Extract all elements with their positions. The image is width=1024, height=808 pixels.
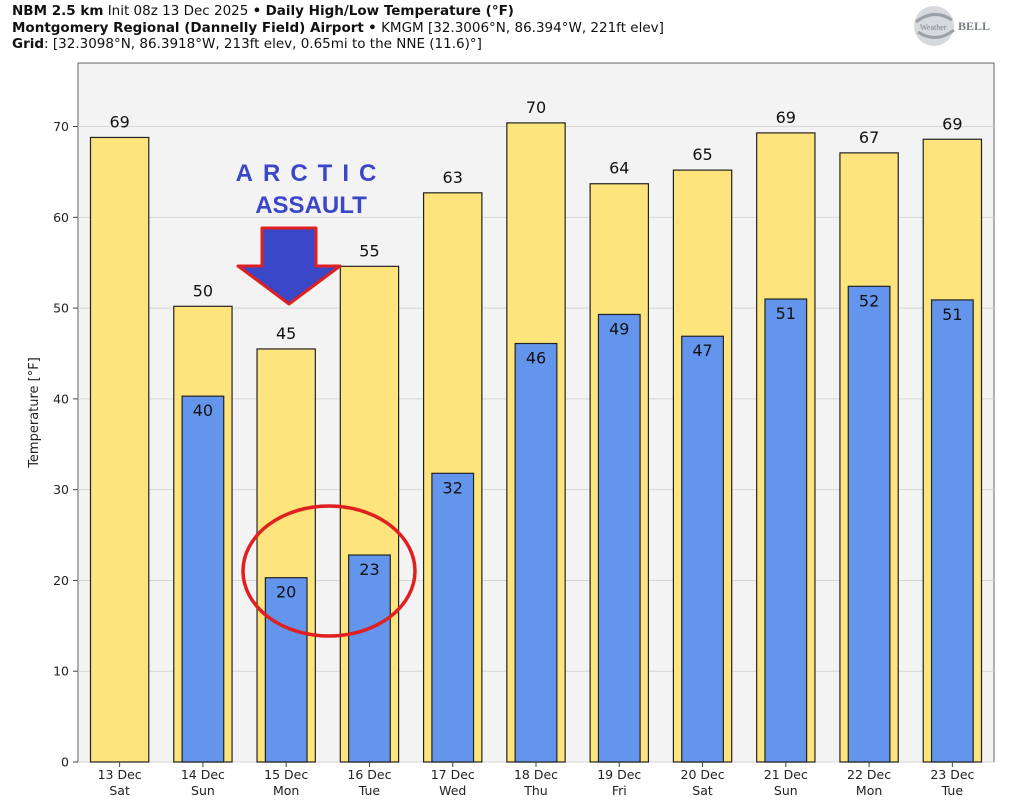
x-tick-label-date: 17 Dec bbox=[431, 767, 475, 782]
low-temp-bar bbox=[514, 342, 558, 763]
x-tick-label-day: Mon bbox=[273, 783, 299, 798]
x-tick-label-date: 22 Dec bbox=[847, 767, 891, 782]
grid-detail: : [32.3098°N, 86.3918°W, 213ft elev, 0.6… bbox=[44, 36, 482, 52]
y-tick-label: 10 bbox=[53, 664, 69, 679]
y-tick-label: 70 bbox=[53, 119, 69, 134]
high-temp-label: 55 bbox=[359, 241, 379, 260]
chart-header: NBM 2.5 km Init 08z 13 Dec 2025 • Daily … bbox=[12, 3, 664, 53]
header-line-1: NBM 2.5 km Init 08z 13 Dec 2025 • Daily … bbox=[12, 3, 664, 20]
low-temp-bar bbox=[597, 313, 641, 763]
high-temp-label: 63 bbox=[443, 168, 463, 187]
low-temp-label: 32 bbox=[443, 478, 463, 497]
x-tick-label-day: Tue bbox=[358, 783, 381, 798]
x-tick-label-date: 13 Dec bbox=[98, 767, 142, 782]
low-temp-bar bbox=[348, 554, 391, 763]
logo-text-weather: Weather bbox=[920, 23, 947, 32]
high-temp-label: 45 bbox=[276, 324, 296, 343]
header-line-2: Montgomery Regional (Dannelly Field) Air… bbox=[12, 20, 664, 37]
annotation-assault: ASSAULT bbox=[255, 192, 367, 219]
high-temp-label: 64 bbox=[609, 159, 629, 178]
x-tick-label-day: Sun bbox=[191, 783, 215, 798]
station-detail: KMGM [32.3006°N, 86.394°W, 221ft elev] bbox=[381, 19, 664, 36]
logo-text-bell: BELL bbox=[958, 19, 990, 33]
header-line-3: Grid: [32.3098°N, 86.3918°W, 213ft elev,… bbox=[12, 36, 664, 53]
x-tick-label-date: 16 Dec bbox=[347, 767, 391, 782]
x-tick-label-date: 15 Dec bbox=[264, 767, 308, 782]
high-temp-label: 65 bbox=[692, 145, 712, 164]
separator: • bbox=[252, 3, 262, 19]
x-tick-label-day: Thu bbox=[523, 783, 547, 798]
x-tick-label-day: Fri bbox=[612, 783, 627, 798]
low-temp-label: 46 bbox=[526, 349, 546, 368]
high-temp-label: 69 bbox=[942, 114, 962, 133]
x-tick-label-date: 21 Dec bbox=[764, 767, 808, 782]
low-temp-label: 23 bbox=[359, 560, 379, 579]
high-temp-bar bbox=[89, 136, 150, 763]
low-temp-label: 20 bbox=[276, 583, 296, 602]
y-axis-label: Temperature [°F] bbox=[27, 357, 42, 469]
chart-title: Daily High/Low Temperature (°F) bbox=[265, 3, 514, 19]
x-tick-label-day: Tue bbox=[941, 783, 964, 798]
model-name: NBM 2.5 km bbox=[12, 3, 104, 19]
highlight-circle bbox=[241, 504, 417, 638]
low-temp-bar bbox=[847, 285, 891, 763]
high-temp-label: 70 bbox=[526, 98, 546, 117]
low-temp-bar bbox=[264, 577, 308, 763]
low-temp-label: 51 bbox=[776, 304, 796, 323]
weatherbell-logo: Weather BELL bbox=[914, 6, 990, 46]
y-tick-label: 60 bbox=[53, 210, 69, 225]
low-temp-bar bbox=[764, 298, 808, 763]
separator: • bbox=[368, 19, 377, 36]
x-tick-label-date: 19 Dec bbox=[597, 767, 641, 782]
down-arrow-icon bbox=[236, 226, 342, 306]
low-temp-label: 40 bbox=[193, 401, 213, 420]
low-temp-bar bbox=[181, 395, 225, 763]
bars: 69 50 40 45 20 55 23 63 32 70 46 64 49 65 47 69 51 67 52 69… bbox=[89, 98, 983, 763]
x-tick-label-day: Wed bbox=[439, 783, 466, 798]
low-temp-label: 49 bbox=[609, 319, 629, 338]
high-temp-label: 67 bbox=[859, 128, 879, 147]
low-temp-bar bbox=[431, 472, 475, 763]
y-tick-label: 50 bbox=[53, 301, 69, 316]
init-time: Init 08z 13 Dec 2025 bbox=[107, 3, 249, 19]
high-temp-label: 69 bbox=[776, 108, 796, 127]
high-temp-label: 50 bbox=[193, 281, 213, 300]
y-tick-label: 0 bbox=[61, 755, 69, 770]
station-name: Montgomery Regional (Dannelly Field) Air… bbox=[12, 19, 364, 36]
y-tick-label: 20 bbox=[53, 573, 69, 588]
low-temp-bar bbox=[930, 299, 974, 763]
annotation-arctic: ARCTIC bbox=[236, 160, 387, 187]
x-tick-label-day: Sat bbox=[692, 783, 713, 798]
x-tick-label-day: Sun bbox=[774, 783, 798, 798]
x-tick-label-date: 14 Dec bbox=[181, 767, 225, 782]
x-tick-label-day: Mon bbox=[856, 783, 882, 798]
grid-label: Grid bbox=[12, 36, 45, 52]
low-temp-label: 52 bbox=[859, 291, 879, 310]
x-tick-label-date: 20 Dec bbox=[681, 767, 725, 782]
x-tick-label-day: Sat bbox=[109, 783, 130, 798]
y-tick-label: 30 bbox=[53, 482, 69, 497]
high-temp-label: 69 bbox=[109, 112, 129, 131]
low-temp-label: 47 bbox=[692, 341, 712, 360]
x-tick-label-date: 23 Dec bbox=[930, 767, 974, 782]
low-temp-bar bbox=[681, 335, 724, 763]
low-temp-label: 51 bbox=[942, 305, 962, 324]
x-tick-label-date: 18 Dec bbox=[514, 767, 558, 782]
y-tick-label: 40 bbox=[53, 391, 69, 406]
annotations: ARCTIC ASSAULT bbox=[236, 160, 417, 638]
